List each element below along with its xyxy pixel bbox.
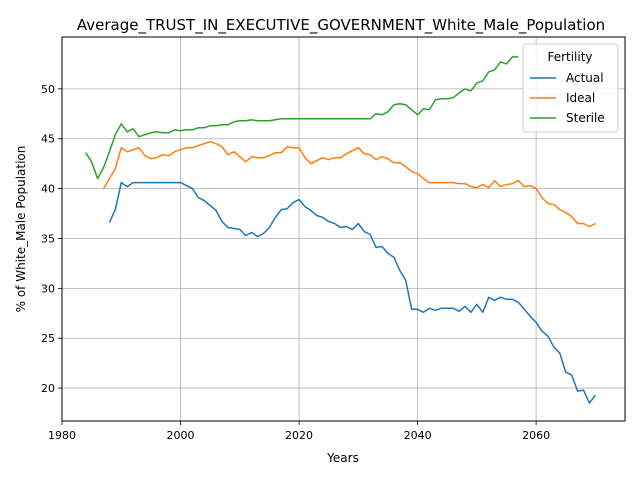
x-tick-label: 2040 [404,429,432,442]
y-tick-label: 25 [41,332,55,345]
legend: Fertility Actual Ideal Sterile [522,43,619,133]
legend-label-sterile: Sterile [566,111,605,125]
y-tick-label: 35 [41,232,55,245]
x-tick-label: 2020 [285,429,313,442]
y-tick-label: 40 [41,183,55,196]
x-tick-label: 2060 [522,429,550,442]
y-tick-label: 20 [41,382,55,395]
series-line-sterile [85,56,519,180]
legend-label-actual: Actual [566,71,604,85]
series-line-actual [108,181,596,404]
x-tick-label: 2000 [167,429,195,442]
y-axis-label: % of White_Male Population [14,146,28,313]
chart-title: Average_TRUST_IN_EXECUTIVE_GOVERNMENT_Wh… [77,16,605,35]
grid [61,37,625,421]
series-lines [85,56,596,404]
legend-title: Fertility [547,50,592,64]
y-tick-label: 50 [41,83,55,96]
series-line-ideal [102,140,596,228]
legend-box [522,43,619,133]
legend-label-ideal: Ideal [566,91,595,105]
y-tick-label: 30 [41,282,55,295]
x-axis-label: Years [326,451,359,465]
y-tick-label: 45 [41,133,55,146]
plot-frame [61,36,626,422]
axis-ticks: 1980 2000 2020 2040 2060 20 25 30 35 40 45 50 [41,83,550,442]
x-tick-label: 1980 [48,429,76,442]
